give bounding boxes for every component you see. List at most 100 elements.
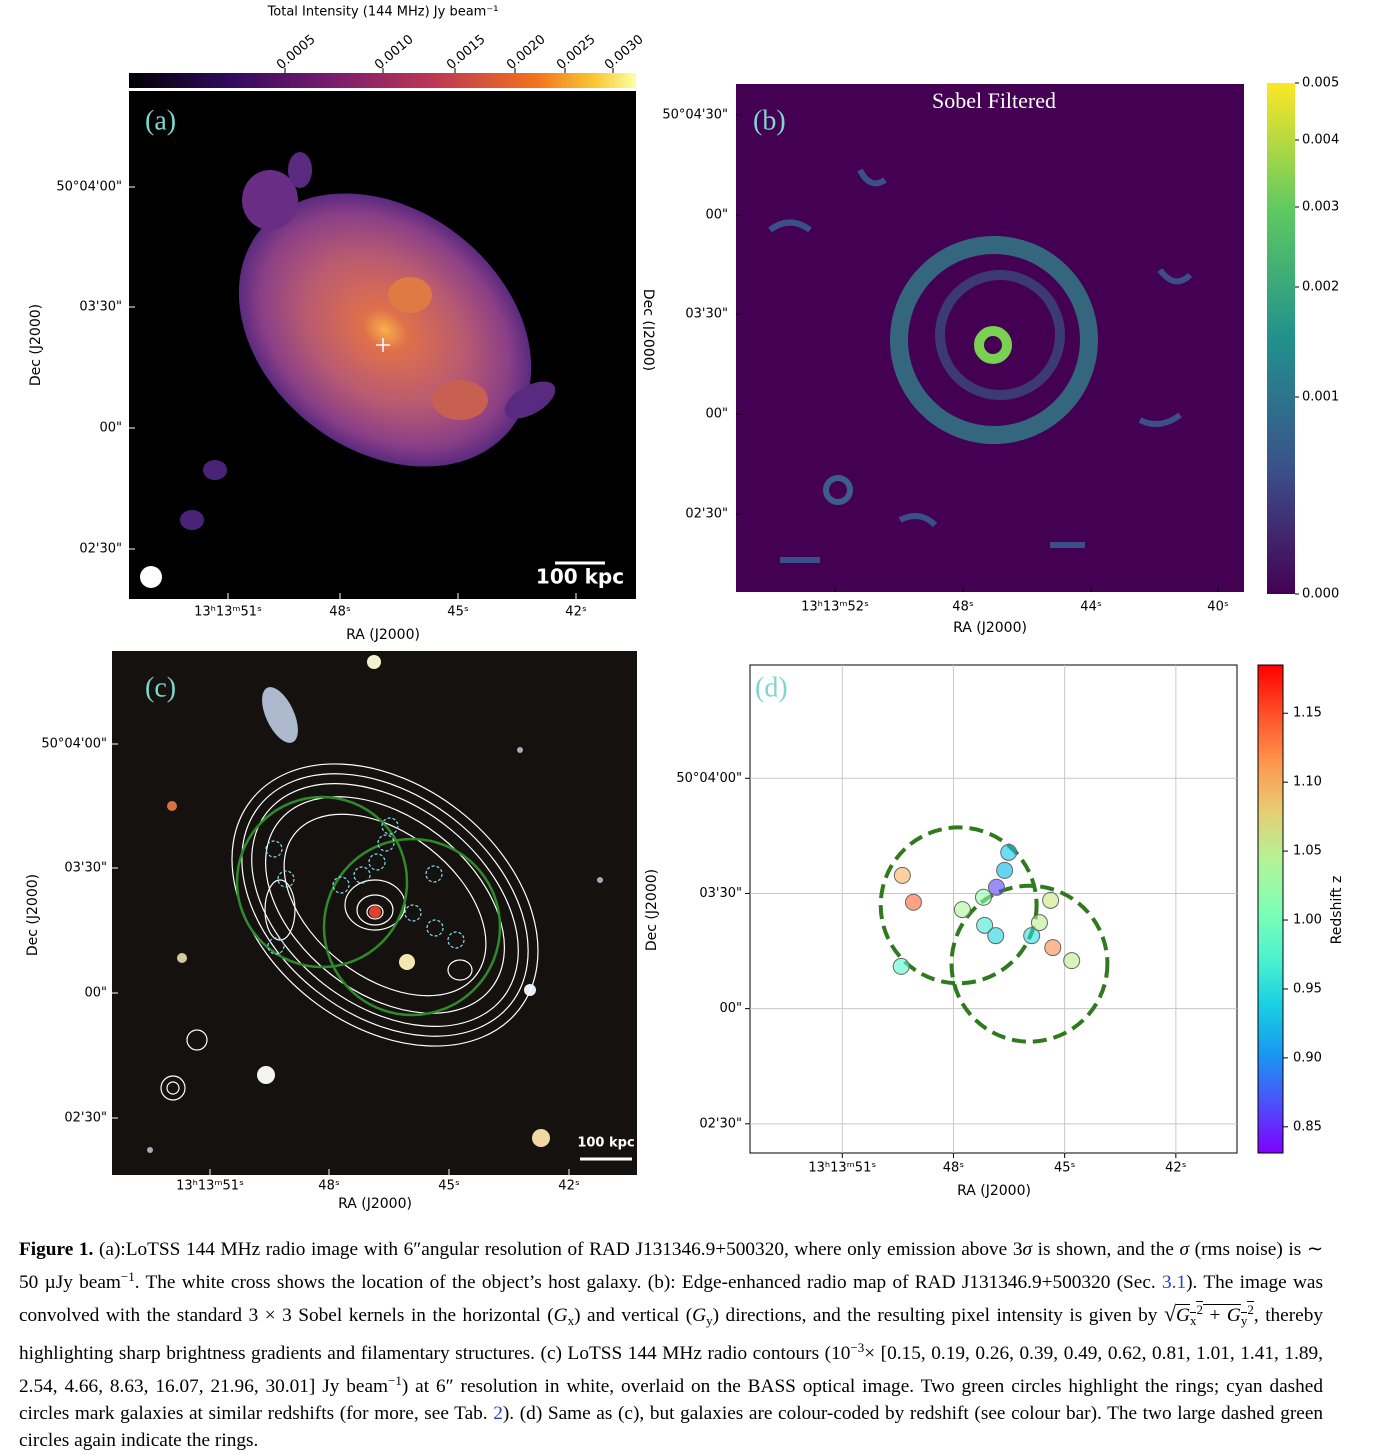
colorbar-a	[129, 73, 636, 88]
caption-text: , thereby highlighting sharp brightness …	[19, 1305, 1324, 1364]
y-axis-label: Dec (J2000)	[644, 869, 660, 951]
colorbar-tick-label: 0.001	[1302, 390, 1339, 405]
y-tick-label: 50°04'00"	[676, 771, 742, 786]
x-tick-label: 48ˢ	[318, 1179, 340, 1194]
x-tick-label: 45ˢ	[1054, 1161, 1076, 1176]
x-axis-label: RA (J2000)	[953, 620, 1027, 636]
colorbar-tick-label: 0.0015	[444, 32, 488, 73]
scalebar-label: 100 kpc	[536, 565, 624, 589]
scatter-axes	[749, 664, 1238, 1154]
caption-text: G	[1176, 1304, 1190, 1326]
caption-text: . The white cross shows the location of …	[134, 1272, 1163, 1293]
y-axis-label: Dec (J2000)	[28, 304, 44, 386]
galaxy-point	[893, 866, 911, 884]
y-axis-label: Dec (J2000)	[25, 874, 41, 956]
caption-text: +	[1202, 1304, 1227, 1326]
colorbar-tick-label: 0.0005	[274, 32, 318, 73]
caption-text: √	[1163, 1301, 1177, 1326]
y-tick-label: 03'30"	[685, 307, 728, 322]
x-tick-label: 48ˢ	[952, 600, 974, 615]
x-tick-label: 42ˢ	[1165, 1161, 1187, 1176]
x-tick-label: 13ʰ13ᵐ51ˢ	[176, 1179, 244, 1194]
colorbar-tick-label: 0.002	[1302, 280, 1339, 295]
caption-text: (rms noise) is ∼ 50 µJy beam	[19, 1239, 1323, 1293]
caption-text: G	[1226, 1304, 1241, 1326]
caption-text: x	[1189, 1312, 1197, 1328]
optical-overlay	[147, 655, 603, 1153]
x-tick-label: 44ˢ	[1080, 600, 1102, 615]
colorbar-label: Redshift z	[1329, 876, 1345, 945]
x-tick-label: 45ˢ	[447, 605, 469, 620]
sobel-structures	[768, 168, 1193, 563]
y-tick-label: 00"	[84, 986, 107, 1001]
colorbar-tick-label: 0.005	[1302, 76, 1339, 91]
x-tick-label: 13ʰ13ᵐ52ˢ	[801, 600, 869, 615]
x-tick-label: 13ʰ13ᵐ51ˢ	[194, 605, 262, 620]
caption-text: y	[1240, 1312, 1248, 1328]
caption-text[interactable]: 3.1	[1162, 1272, 1187, 1293]
caption-text: σ	[1022, 1239, 1033, 1260]
galaxy-point	[1063, 952, 1081, 970]
x-tick-label: 40ˢ	[1207, 600, 1229, 615]
galaxy-point	[974, 888, 992, 906]
colorbar-tick-label: 0.85	[1293, 1119, 1322, 1134]
caption-text: ) at 6″ resolution in white, overlaid on…	[19, 1376, 1324, 1424]
y-tick-label: 50°04'30"	[662, 108, 728, 123]
galaxy-point	[996, 861, 1014, 879]
x-tick-label: 48ˢ	[943, 1161, 965, 1176]
colorbar-tick-label: 0.0010	[372, 32, 416, 73]
caption-text: ). (d) Same as (c), but galaxies are col…	[19, 1403, 1324, 1451]
caption-text: 2	[1196, 1301, 1203, 1317]
colorbar-tick-label: 0.0025	[554, 32, 598, 73]
x-tick-label: 45ˢ	[438, 1179, 460, 1194]
x-axis-label: RA (J2000)	[957, 1183, 1031, 1199]
y-tick-label: 03'30"	[699, 886, 742, 901]
galaxy-point	[1042, 891, 1060, 909]
galaxy-point	[892, 957, 910, 975]
panel-label: (d)	[755, 672, 788, 703]
caption-text: is shown, and the	[1032, 1239, 1180, 1260]
panel-title: Sobel Filtered	[932, 88, 1056, 113]
colorbar-tick-label: 1.00	[1293, 913, 1322, 928]
caption-text: 2	[1247, 1301, 1254, 1317]
caption-text: x	[567, 1313, 575, 1328]
caption-text: (a):LoTSS 144 MHz radio image with 6″ang…	[93, 1239, 1023, 1260]
panel-label: (a)	[145, 105, 176, 136]
ring	[878, 825, 1039, 986]
y-tick-label: 50°04'00"	[41, 737, 107, 752]
colorbar-tick-label: 0.95	[1293, 981, 1322, 996]
colorbar-tick-label: 1.05	[1293, 844, 1322, 859]
panel-label: (b)	[753, 105, 786, 136]
colorbar-tick-label: 0.003	[1302, 200, 1339, 215]
colorbar-tick-label: 0.90	[1293, 1050, 1322, 1065]
x-tick-label: 42ˢ	[565, 605, 587, 620]
galaxy-point	[1000, 843, 1018, 861]
caption-text: −1	[388, 1373, 402, 1388]
galaxy-point	[987, 927, 1005, 945]
caption-text: G	[553, 1305, 568, 1326]
y-tick-label: 03'30"	[79, 300, 122, 315]
y-tick-label: 00"	[705, 208, 728, 223]
y-tick-label: 02'30"	[64, 1111, 107, 1126]
colorbar-tick-label: 0.000	[1302, 587, 1339, 602]
colorbar-d	[1257, 664, 1284, 1154]
colorbar-b	[1267, 83, 1295, 594]
caption-text: −3	[850, 1340, 865, 1355]
caption-text: y	[706, 1313, 713, 1328]
x-tick-label: 13ʰ13ᵐ51ˢ	[808, 1161, 876, 1176]
radio-emission	[180, 152, 556, 530]
y-tick-label: 02'30"	[685, 507, 728, 522]
caption-text[interactable]: 2	[493, 1403, 503, 1424]
y-tick-label: 03'30"	[64, 861, 107, 876]
sobel-image	[736, 84, 1244, 592]
caption-label: Figure 1.	[19, 1239, 94, 1260]
y-tick-label: 50°04'00"	[56, 180, 122, 195]
galaxy-point	[1044, 939, 1062, 957]
x-tick-label: 42ˢ	[558, 1179, 580, 1194]
y-tick-label: 02'30"	[79, 542, 122, 557]
caption-text: G	[692, 1305, 707, 1326]
colorbar-tick-label: 0.0030	[602, 32, 646, 73]
y-tick-label: 00"	[99, 421, 122, 436]
x-tick-label: 48ˢ	[329, 605, 351, 620]
y-tick-label: 00"	[705, 407, 728, 422]
